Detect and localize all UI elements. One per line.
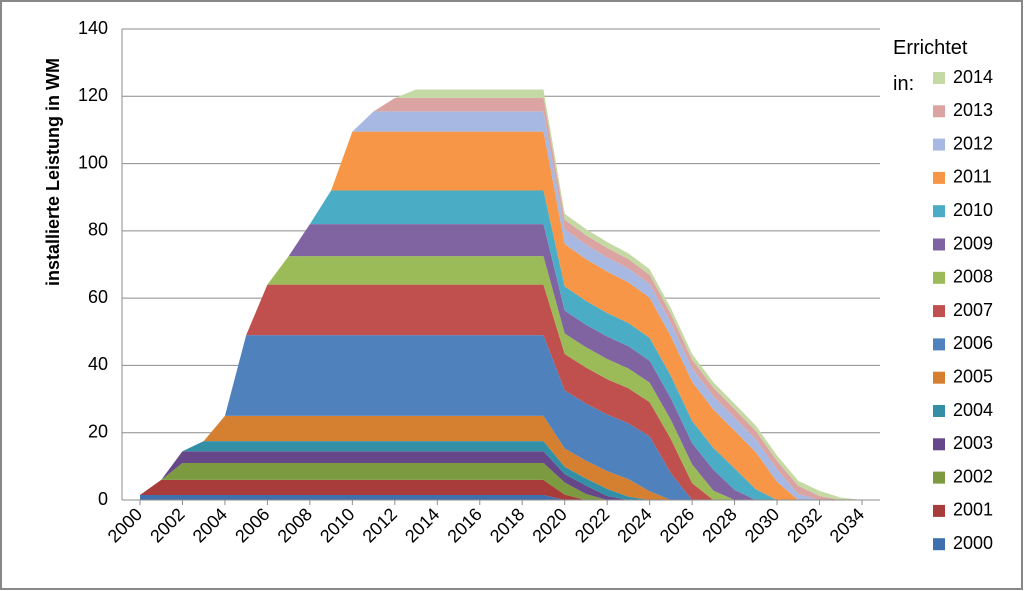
y-tick-label: 0 bbox=[98, 489, 108, 509]
legend-label: 2004 bbox=[953, 400, 993, 420]
legend-label: 2012 bbox=[953, 133, 993, 153]
legend-label: 2005 bbox=[953, 366, 993, 386]
legend-label: 2011 bbox=[953, 167, 992, 187]
legend-label: 2006 bbox=[953, 333, 993, 353]
y-tick-label: 40 bbox=[88, 354, 108, 374]
y-axis-title: installierte Leistung in WM bbox=[43, 58, 63, 286]
legend-label: 2001 bbox=[953, 500, 993, 520]
legend-label: 2013 bbox=[953, 100, 993, 120]
legend-swatch bbox=[933, 538, 945, 551]
area bbox=[140, 441, 862, 500]
y-tick-label: 100 bbox=[78, 152, 108, 172]
area bbox=[140, 284, 862, 500]
area bbox=[140, 335, 862, 500]
y-tick-label: 20 bbox=[88, 421, 108, 441]
legend-swatch bbox=[933, 171, 945, 184]
legend-label: 2009 bbox=[953, 233, 993, 253]
legend-swatch bbox=[933, 105, 945, 118]
legend-label: 2002 bbox=[953, 466, 993, 486]
area bbox=[140, 415, 862, 500]
y-tick-label: 60 bbox=[88, 287, 108, 307]
legend-label: 2014 bbox=[953, 67, 993, 87]
legend-label: 2003 bbox=[953, 433, 993, 453]
area bbox=[140, 224, 862, 500]
area bbox=[140, 494, 862, 500]
legend-swatch bbox=[933, 504, 945, 517]
legend-label: 2010 bbox=[953, 200, 993, 220]
legend-swatch bbox=[933, 205, 945, 218]
area bbox=[140, 479, 862, 500]
legend-label: 2007 bbox=[953, 300, 993, 320]
legend-swatch bbox=[933, 138, 945, 151]
area bbox=[140, 451, 862, 500]
legend-swatch bbox=[933, 405, 945, 417]
legend-label: 2000 bbox=[953, 533, 993, 553]
area bbox=[140, 462, 862, 500]
y-tick-label: 80 bbox=[88, 220, 108, 240]
legend-swatch bbox=[933, 305, 945, 318]
legend-label: 2008 bbox=[953, 267, 993, 287]
legend-swatch bbox=[933, 471, 945, 484]
legend-swatch bbox=[933, 371, 945, 384]
legend-swatch bbox=[933, 338, 945, 351]
legend-title: Errichtet in: bbox=[893, 37, 968, 95]
legend-swatch bbox=[933, 438, 945, 451]
legend-swatch bbox=[933, 271, 945, 284]
legend-swatch bbox=[933, 72, 945, 84]
y-tick-label: 140 bbox=[78, 18, 108, 38]
legend-swatch bbox=[933, 238, 945, 251]
y-tick-label: 120 bbox=[78, 85, 108, 105]
